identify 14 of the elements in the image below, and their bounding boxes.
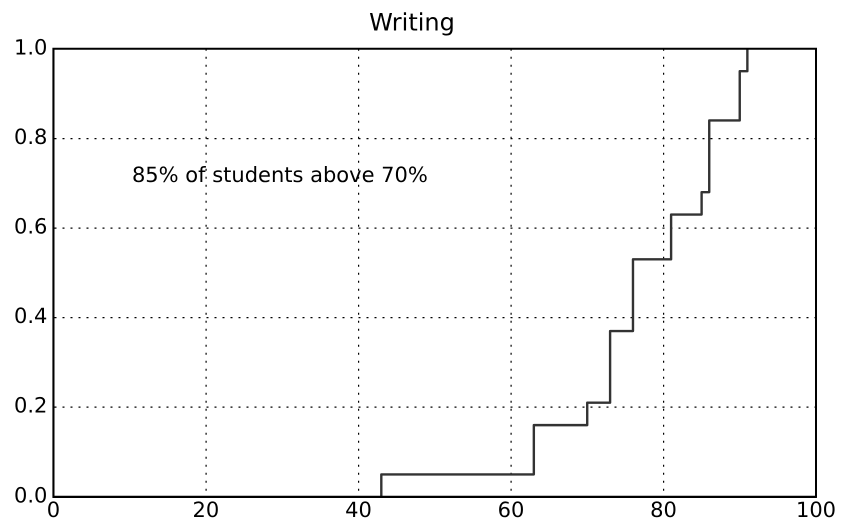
y-tick-label: 0.0 — [14, 483, 48, 508]
annotation: 85% of students above 70% — [132, 162, 428, 187]
y-tick-label: 1.0 — [14, 35, 48, 60]
x-tick-label: 40 — [345, 498, 372, 522]
y-tick-label: 0.4 — [14, 304, 48, 328]
chart-title: Writing — [369, 8, 455, 37]
y-tick-label: 0.6 — [14, 214, 48, 238]
x-tick-label: 60 — [498, 498, 524, 522]
y-tick-label: 0.2 — [14, 394, 48, 418]
x-tick-label: 0 — [46, 498, 60, 522]
y-tick-label: 0.8 — [14, 124, 48, 149]
x-tick-label: 80 — [650, 498, 677, 522]
x-tick-label: 20 — [192, 498, 220, 522]
x-tick-label: 100 — [796, 498, 836, 522]
